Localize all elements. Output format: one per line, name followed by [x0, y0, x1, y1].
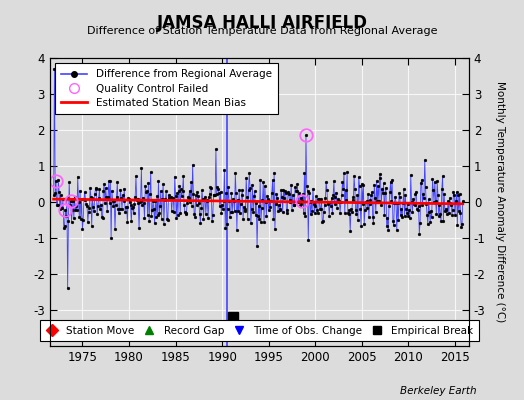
Y-axis label: Monthly Temperature Anomaly Difference (°C): Monthly Temperature Anomaly Difference (… [495, 81, 505, 323]
Legend: Station Move, Record Gap, Time of Obs. Change, Empirical Break: Station Move, Record Gap, Time of Obs. C… [40, 320, 478, 341]
Text: Berkeley Earth: Berkeley Earth [400, 386, 477, 396]
Text: JAMSA HALLI AIRFIELD: JAMSA HALLI AIRFIELD [157, 14, 367, 32]
Text: Difference of Station Temperature Data from Regional Average: Difference of Station Temperature Data f… [87, 26, 437, 36]
